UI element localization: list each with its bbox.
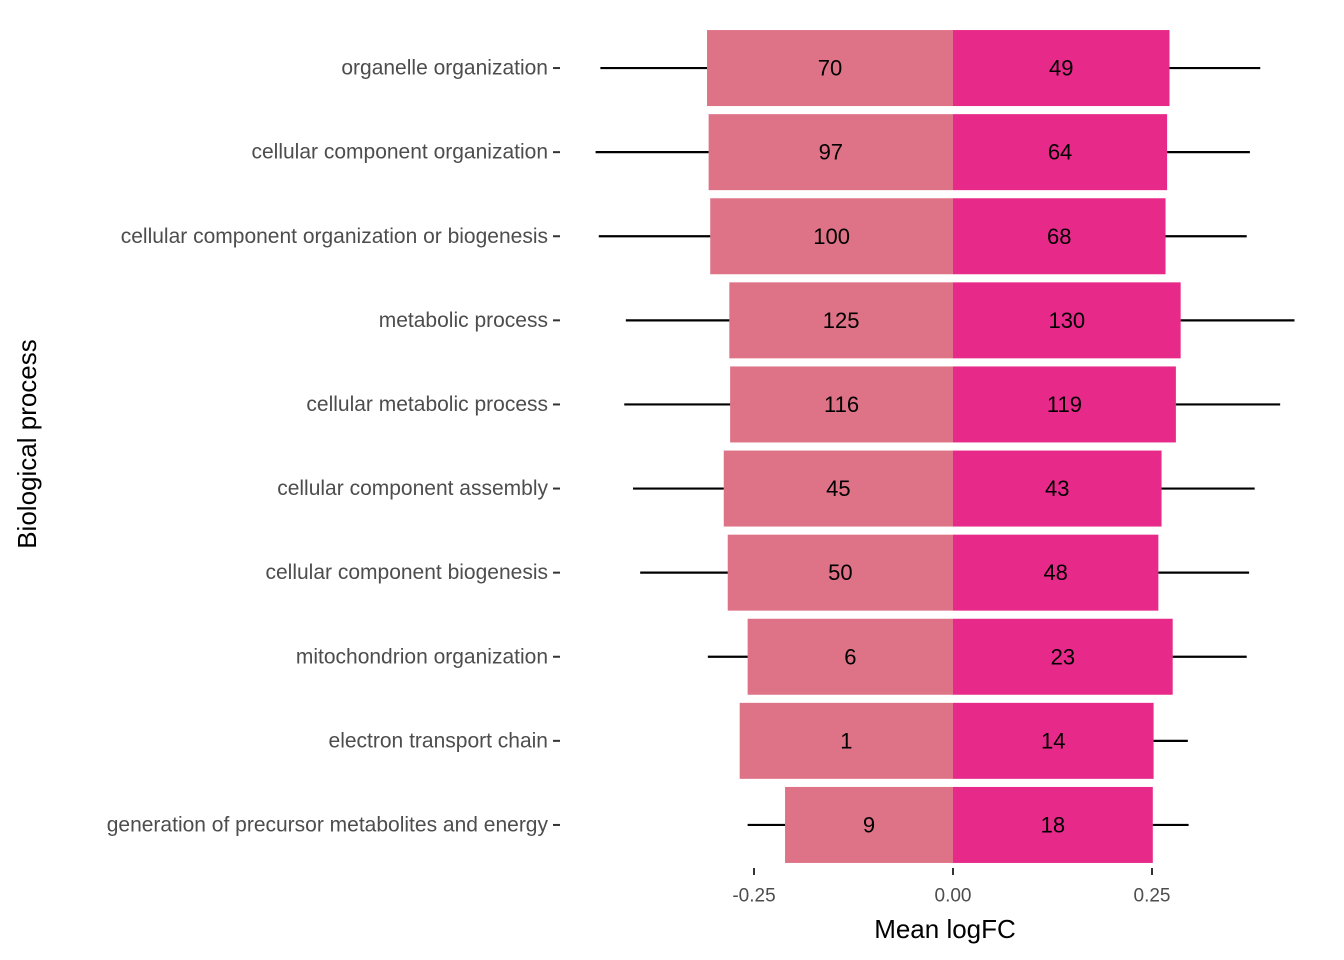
bar-count-label: 18 [1041,812,1065,837]
bar-count-label: 68 [1047,224,1071,249]
bar-positive [953,30,1170,107]
bar-count-label: 64 [1048,140,1072,165]
category-label: organelle organization [341,57,548,80]
x-tick-label: 0.00 [935,886,972,907]
category-label: cellular component assembly [277,477,548,500]
bar-positive [953,450,1162,527]
bar-positive [953,786,1153,863]
bar-negative [723,450,953,527]
bar-negative [747,618,953,695]
bar-negative [729,282,953,359]
category-label: electron transport chain [329,729,548,752]
bar-count-label: 116 [824,392,859,417]
bar-count-label: 9 [863,812,875,837]
bar-count-label: 45 [826,476,850,501]
bar-count-label: 97 [819,140,843,165]
bar-negative [727,534,953,611]
bar-positive [953,114,1168,191]
error-bars-layer [595,66,1295,827]
category-label: cellular metabolic process [306,393,548,416]
bar-count-label: 1 [840,728,852,753]
bar-positive [953,618,1173,695]
bar-count-label: 23 [1051,644,1075,669]
x-axis: -0.25 0.00 0.25 [732,868,1170,907]
bar-negative [707,30,953,107]
bar-labels-layer: 70 49 97 64 100 68 125 130 116 119 45 43 50 48 6 23 1 14 9… [813,56,1085,838]
bar-count-label: 130 [1048,308,1085,333]
bar-count-label: 70 [818,56,842,81]
bar-count-label: 50 [828,560,852,585]
bar-negative [710,198,953,275]
bar-count-label: 100 [813,224,850,249]
y-axis-title: Biological process [12,339,42,549]
bar-count-label: 119 [1047,392,1082,417]
bars-layer [707,30,1181,863]
bar-positive [953,534,1159,611]
bar-count-label: 43 [1045,476,1069,501]
bar-positive [953,366,1176,443]
bar-count-label: 6 [844,644,856,669]
y-axis: organelle organization cellular component… [107,57,560,836]
x-tick-label: 0.25 [1134,886,1171,907]
x-axis-title: Mean logFC [874,914,1016,944]
bar-negative [730,366,953,443]
category-label: mitochondrion organization [296,645,548,668]
bar-positive [953,198,1166,275]
category-label: cellular component organization or bioge… [121,225,548,248]
bar-positive [953,282,1181,359]
category-label: generation of precursor metabolites and … [107,813,549,836]
x-tick-label: -0.25 [732,886,775,907]
bar-negative [708,114,953,191]
category-label: cellular component biogenesis [265,561,548,584]
bar-positive [953,702,1154,779]
category-label: metabolic process [379,309,548,332]
bar-count-label: 49 [1049,56,1073,81]
bar-negative [785,786,953,863]
bar-count-label: 14 [1041,728,1065,753]
bar-count-label: 48 [1043,560,1067,585]
bar-count-label: 125 [823,308,860,333]
bar-negative [739,702,953,779]
category-label: cellular component organization [251,141,548,164]
